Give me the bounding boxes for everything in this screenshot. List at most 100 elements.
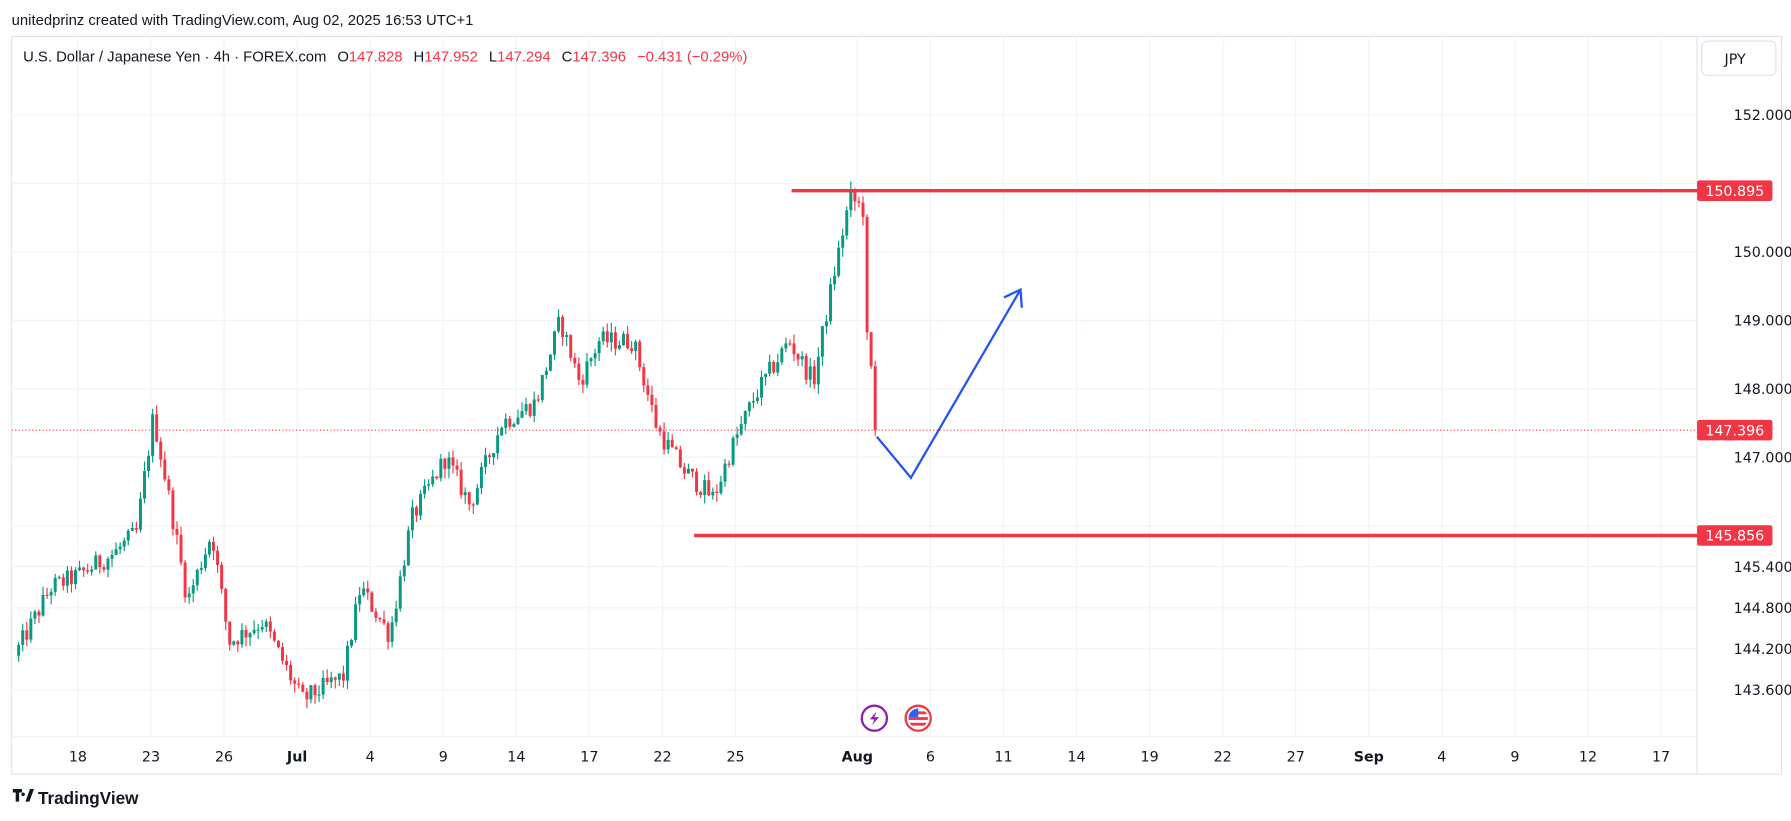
candle-up — [260, 620, 264, 633]
candle-body — [321, 677, 325, 695]
price-axis[interactable]: 152.000 150.000 149.000 148.000 147.000 145.4… — [1734, 108, 1791, 699]
candle-body — [90, 569, 94, 572]
currency-button[interactable]: JPY — [1701, 40, 1777, 76]
candle-down — [459, 462, 463, 499]
candle-body — [317, 694, 321, 696]
candle-body — [561, 316, 565, 338]
candle-body — [540, 374, 544, 401]
candle-body — [29, 618, 33, 640]
candle-body — [216, 550, 220, 565]
time-axis[interactable]: 18 23 26 Jul 4 9 14 17 22 25 Aug 6 11 14 19 22 27 Sep 4 9 12… — [69, 750, 1670, 766]
candle-body — [309, 685, 313, 700]
projection-arrow[interactable] — [875, 287, 1023, 480]
candle-body — [666, 439, 670, 450]
candle-body — [536, 399, 540, 401]
candle-down — [715, 484, 719, 502]
price-tick-label: 147.000 — [1734, 450, 1791, 466]
arrow-path[interactable] — [875, 289, 1022, 480]
candle-down — [613, 326, 617, 356]
candle-body — [658, 427, 662, 432]
candle-down — [313, 683, 317, 704]
candle-down — [646, 378, 650, 402]
candle-body — [329, 677, 333, 683]
candle-up — [122, 537, 126, 552]
candle-body — [281, 647, 285, 661]
time-tick-label: 6 — [926, 750, 935, 766]
candle-body — [382, 619, 386, 624]
candle-body — [796, 354, 800, 360]
svg-text:JPY[interactable]: JPY — [1723, 52, 1745, 68]
candle-body — [630, 348, 634, 352]
candle-body — [130, 527, 134, 531]
candle-body — [869, 332, 873, 367]
candle-body — [617, 345, 621, 349]
candle-up — [747, 401, 751, 417]
candle-down — [37, 609, 41, 624]
levels[interactable]: 150.895 145.856 — [694, 180, 1773, 546]
candle-body — [768, 361, 772, 374]
time-tick-label: 11 — [994, 750, 1012, 766]
candle-body — [723, 463, 727, 482]
candle-up — [402, 559, 406, 582]
candle-body — [520, 411, 524, 418]
candle-body — [118, 546, 122, 550]
candle-up — [731, 435, 735, 467]
candle-body — [147, 455, 151, 472]
time-tick-label: 25 — [726, 750, 744, 766]
candle-body — [82, 567, 86, 571]
candle-body — [94, 555, 98, 570]
candle-body — [784, 343, 788, 349]
candle-body — [212, 541, 215, 551]
candle-up — [548, 353, 552, 372]
candle-body — [37, 611, 41, 616]
candle-down — [159, 437, 163, 468]
candle-body — [378, 617, 382, 620]
candle-body — [325, 677, 329, 683]
candle-body — [102, 567, 106, 570]
price-tick-label: 148.000 — [1734, 382, 1791, 398]
candle-body — [276, 640, 280, 648]
us-flag-event-icon[interactable] — [904, 704, 932, 732]
support-price-tag — [1697, 525, 1773, 546]
price-tick-label: 145.400 — [1734, 560, 1791, 576]
candle-body — [195, 569, 199, 586]
candle-down — [873, 360, 877, 436]
candle-up — [622, 331, 625, 346]
candle-body — [764, 373, 768, 377]
candle-down — [691, 468, 694, 478]
candle-up — [49, 588, 53, 605]
candle-down — [869, 331, 873, 369]
lightning-event-icon[interactable] — [860, 704, 889, 732]
tradingview-logo[interactable]: TradingView — [12, 789, 139, 808]
candle-up — [479, 462, 483, 495]
candle-body — [553, 331, 556, 355]
candle-up — [483, 447, 487, 475]
candle-body — [252, 629, 256, 634]
candle-up — [719, 475, 723, 495]
candle-down — [216, 545, 220, 573]
candle-up — [820, 326, 824, 366]
candle-up — [743, 410, 747, 431]
candle-body — [800, 356, 804, 360]
candle-down — [605, 323, 609, 348]
candle-down — [536, 394, 540, 403]
candle-body — [268, 621, 272, 632]
candle-body — [780, 348, 784, 363]
candle-body — [731, 437, 735, 465]
candle-body — [354, 604, 358, 640]
candle-body — [301, 684, 305, 692]
candle-body — [670, 439, 674, 448]
candle-up — [609, 323, 613, 352]
candle-body — [772, 361, 776, 373]
candle-down — [630, 341, 634, 354]
candle-up — [130, 522, 134, 531]
candle-body — [402, 565, 406, 577]
candle-up — [321, 670, 325, 699]
time-tick-label: 22 — [1214, 750, 1232, 766]
candle-down — [386, 620, 390, 650]
candle-up — [78, 560, 82, 572]
candle-up — [207, 539, 211, 558]
candle-body — [569, 335, 573, 358]
candle-body — [232, 641, 236, 645]
event-markers[interactable] — [860, 704, 932, 732]
